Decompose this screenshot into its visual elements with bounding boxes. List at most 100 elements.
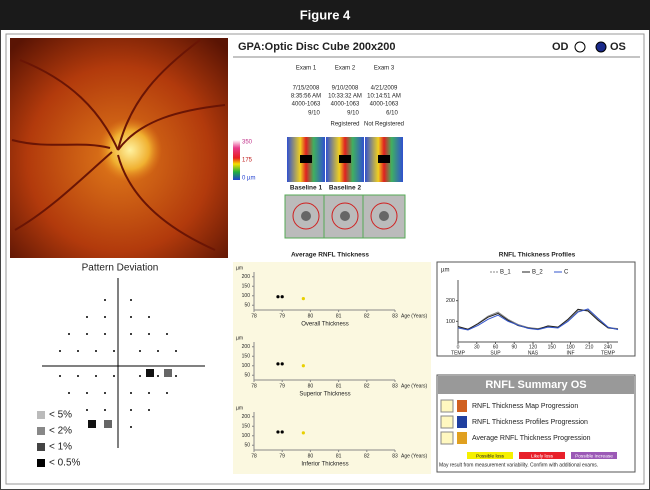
pd-dot	[139, 375, 141, 377]
pd-dot	[148, 333, 150, 335]
exam-id: 4000-1063	[370, 102, 399, 108]
baseline-label: Baseline 1	[290, 185, 323, 192]
os-radio[interactable]	[595, 41, 607, 53]
summary-item: RNFL Thickness Profiles Progression	[472, 419, 588, 426]
pd-dot	[148, 316, 150, 318]
profiles-x-tick-label: 90	[511, 344, 517, 350]
avg-x-tick-label: 83	[392, 313, 398, 319]
pd-legend-symbol	[37, 427, 45, 435]
exam-date: 4/21/2009	[371, 86, 398, 92]
pd-dot	[68, 392, 70, 394]
header-bar	[0, 0, 650, 30]
scale-label: 0 µm	[242, 176, 255, 182]
pd-dot	[166, 333, 168, 335]
summary-icon	[457, 400, 467, 412]
pd-symbol	[88, 420, 96, 428]
avg-y-tick-label: 100	[242, 433, 251, 439]
pd-legend-label: < 2%	[49, 426, 72, 437]
pd-dot	[104, 392, 106, 394]
pd-dot	[95, 350, 97, 352]
avg-x-label: Age (Years)	[401, 383, 428, 389]
pd-dot	[130, 426, 132, 428]
pd-dot	[157, 350, 159, 352]
disc-mask	[378, 155, 390, 163]
profiles-x-tick-label: 30	[474, 344, 480, 350]
profiles-x-tick-label: 0	[457, 344, 460, 350]
pd-dot	[148, 392, 150, 394]
pd-legend-label: < 1%	[49, 442, 72, 453]
avg-x-tick-label: 80	[308, 313, 314, 319]
vessels	[11, 39, 226, 251]
exam-name: Exam 3	[374, 66, 395, 72]
profiles-x-tick-label: 240	[604, 344, 613, 350]
exam-date: 9/10/2008	[332, 86, 359, 92]
avg-x-label: Age (Years)	[401, 453, 428, 459]
content-frame	[5, 33, 645, 485]
avg-y-tick-label: 50	[244, 373, 250, 379]
pd-legend-label: < 5%	[49, 410, 72, 421]
profiles-region-label: TEMP	[601, 350, 616, 356]
summary-legend-label: Possible Increase	[575, 453, 613, 459]
sd-circle	[370, 202, 398, 230]
profiles-region-label: INF	[566, 350, 574, 356]
summary-header	[438, 376, 634, 394]
pd-dot	[86, 333, 88, 335]
avg-y-tick-label: 150	[242, 354, 251, 360]
exam-id: 4000-1063	[292, 102, 321, 108]
avg-y-tick-label: 200	[242, 344, 251, 350]
exam-date: 7/15/2008	[293, 86, 320, 92]
profiles-x-tick-label: 210	[585, 344, 594, 350]
summary-check	[440, 431, 454, 445]
avg-x-tick-label: 83	[392, 383, 398, 389]
pd-dot	[77, 375, 79, 377]
exam-status: Registered	[330, 122, 359, 128]
avg-point	[301, 297, 305, 301]
avg-y-tick-label: 200	[242, 274, 251, 280]
os-label: OS	[610, 41, 626, 53]
exam-time: 10:33:32 AM	[328, 94, 362, 100]
avg-x-tick-label: 80	[308, 383, 314, 389]
profiles-region-label: NAS	[528, 350, 539, 356]
avg-point	[276, 430, 280, 434]
avg-point	[301, 431, 305, 435]
disc-mask	[300, 155, 312, 163]
summary-note: May result from measurement variability.…	[439, 462, 598, 468]
avg-x-label: Age (Years)	[401, 313, 428, 319]
od-radio[interactable]	[574, 41, 586, 53]
pd-legend-symbol	[37, 459, 45, 467]
avg-x-tick-label: 78	[251, 313, 257, 319]
pd-dot	[113, 375, 115, 377]
pd-legend-symbol	[37, 411, 45, 419]
avg-y-tick-label: 150	[242, 424, 251, 430]
avg-y-tick-label: 150	[242, 284, 251, 290]
pd-dot	[104, 299, 106, 301]
pd-dot	[86, 409, 88, 411]
od-label: OD	[552, 41, 569, 53]
avg-unit: µm	[236, 335, 243, 341]
pd-dot	[86, 392, 88, 394]
exam-quality: 9/10	[308, 111, 320, 117]
exam-time: 10:14:51 AM	[367, 94, 401, 100]
profile-line	[457, 309, 619, 331]
profiles-x-tick-label: 180	[566, 344, 575, 350]
avg-x-tick-label: 79	[279, 313, 285, 319]
avg-point	[276, 362, 280, 366]
pd-dot	[175, 375, 177, 377]
profiles-region-label: SUP	[490, 350, 501, 356]
avg-point	[280, 295, 284, 299]
sd-circle	[292, 202, 320, 230]
exam-name: Exam 2	[335, 66, 356, 72]
pd-dot	[104, 333, 106, 335]
profiles-box	[436, 261, 636, 357]
exam-status: Not Registered	[364, 122, 404, 128]
summary-legend-swatch	[467, 452, 513, 459]
avg-point	[301, 364, 305, 368]
scale-label: 175	[242, 158, 253, 164]
pd-dot	[139, 350, 141, 352]
summary-check	[440, 415, 454, 429]
avg-unit: µm	[236, 265, 243, 271]
avg-x-tick-label: 83	[392, 453, 398, 459]
avg-x-tick-label: 79	[279, 453, 285, 459]
pd-dot	[77, 350, 79, 352]
